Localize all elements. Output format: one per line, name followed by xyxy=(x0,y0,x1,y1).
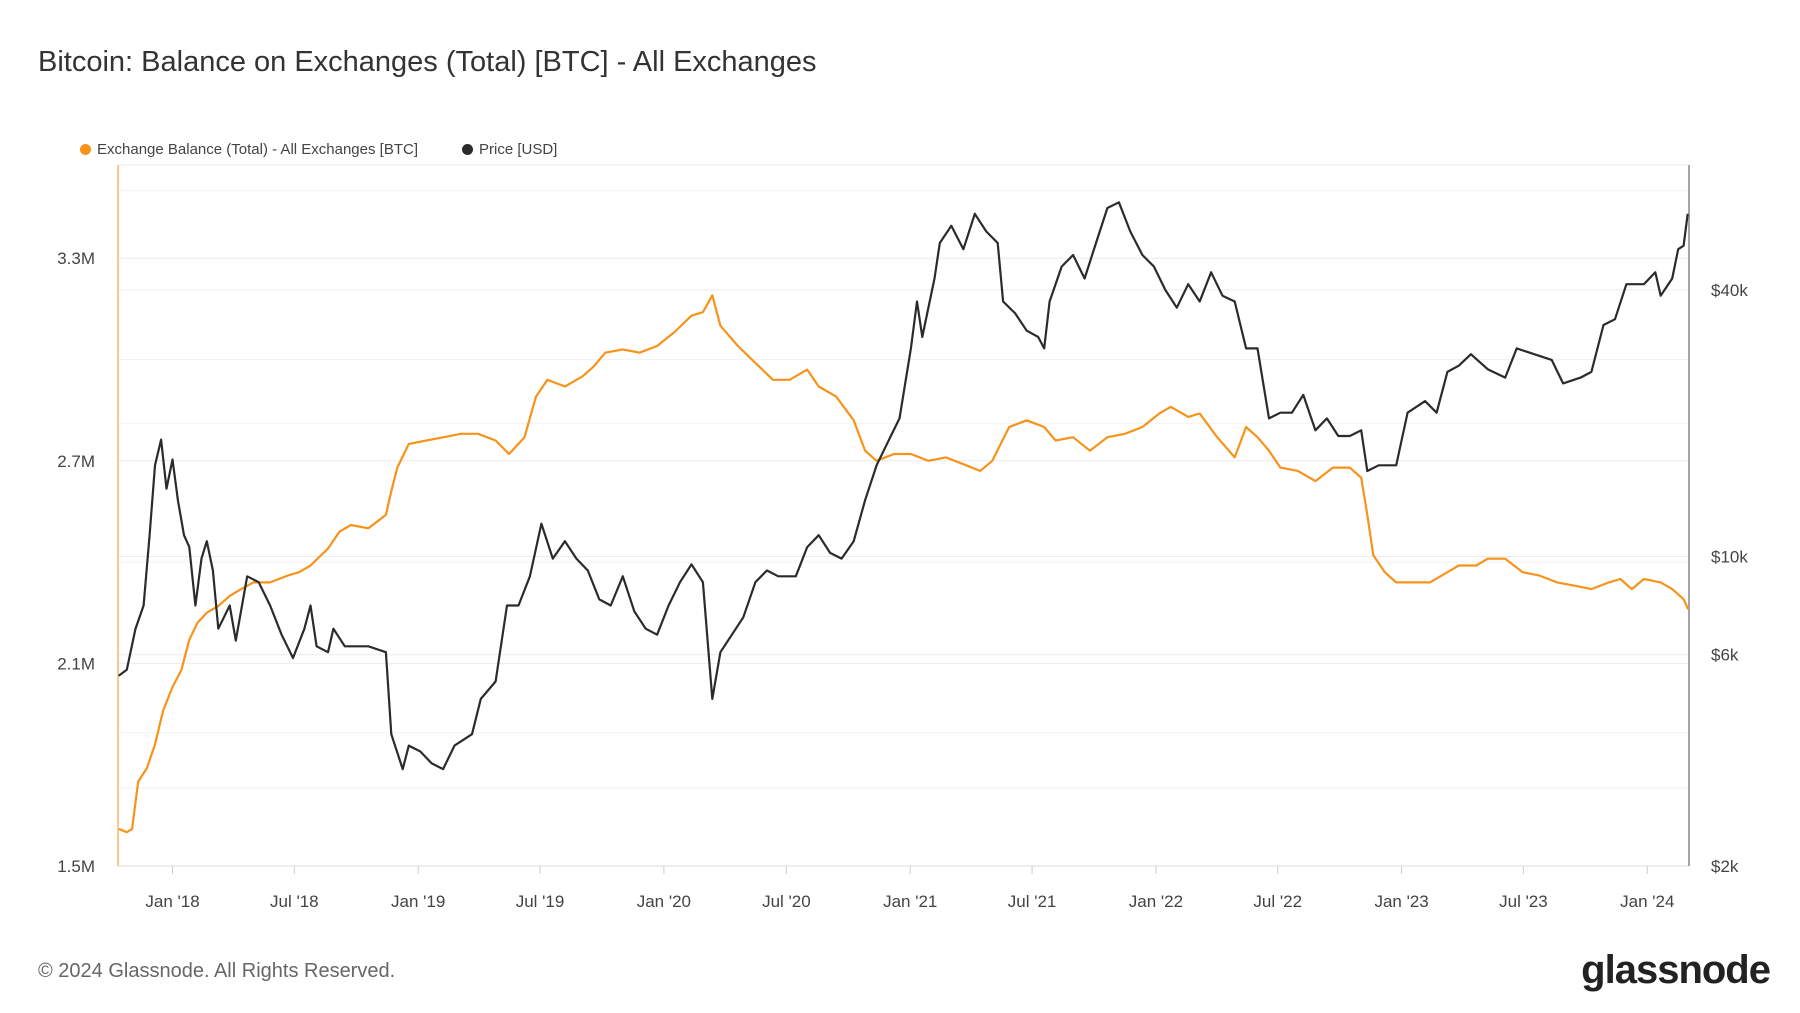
x-tick-label: Jan '22 xyxy=(1129,892,1183,911)
x-tick-label: Jan '23 xyxy=(1374,892,1428,911)
y-right-tick-label: $10k xyxy=(1711,548,1748,567)
legend-dot-price xyxy=(462,144,473,155)
legend-label-price: Price [USD] xyxy=(479,141,558,158)
x-tick-label: Jan '24 xyxy=(1620,892,1674,911)
x-tick-label: Jul '22 xyxy=(1253,892,1302,911)
y-left-tick-label: 3.3M xyxy=(57,249,95,268)
x-tick-label: Jul '21 xyxy=(1008,892,1057,911)
x-tick-label: Jan '19 xyxy=(391,892,445,911)
price-line xyxy=(118,201,1689,771)
y-left-tick-label: 1.5M xyxy=(57,857,95,876)
glassnode-logo: glassnode xyxy=(1581,948,1771,992)
y-right-tick-label: $40k xyxy=(1711,281,1748,300)
y-right-tick-label: $6k xyxy=(1711,646,1739,665)
chart-title: Bitcoin: Balance on Exchanges (Total) [B… xyxy=(38,46,817,78)
copyright-text: © 2024 Glassnode. All Rights Reserved. xyxy=(38,960,396,982)
y-left-tick-label: 2.7M xyxy=(57,452,95,471)
x-tick-label: Jan '20 xyxy=(637,892,691,911)
legend-dot-exchange-balance xyxy=(80,144,91,155)
y-left-tick-label: 2.1M xyxy=(57,654,95,673)
x-tick-label: Jan '18 xyxy=(145,892,199,911)
x-tick-label: Jul '18 xyxy=(270,892,319,911)
x-tick-label: Jan '21 xyxy=(883,892,937,911)
y-right-tick-label: $2k xyxy=(1711,857,1739,876)
x-tick-label: Jul '23 xyxy=(1499,892,1548,911)
legend-item-price[interactable]: Price [USD] xyxy=(462,141,557,158)
x-tick-label: Jul '20 xyxy=(762,892,811,911)
legend-label-exchange-balance: Exchange Balance (Total) - All Exchanges… xyxy=(97,141,418,158)
legend-item-exchange-balance[interactable]: Exchange Balance (Total) - All Exchanges… xyxy=(80,141,418,158)
exchange-balance-line xyxy=(118,294,1690,834)
x-tick-label: Jul '19 xyxy=(516,892,565,911)
legend: Exchange Balance (Total) - All Exchanges… xyxy=(80,141,557,158)
